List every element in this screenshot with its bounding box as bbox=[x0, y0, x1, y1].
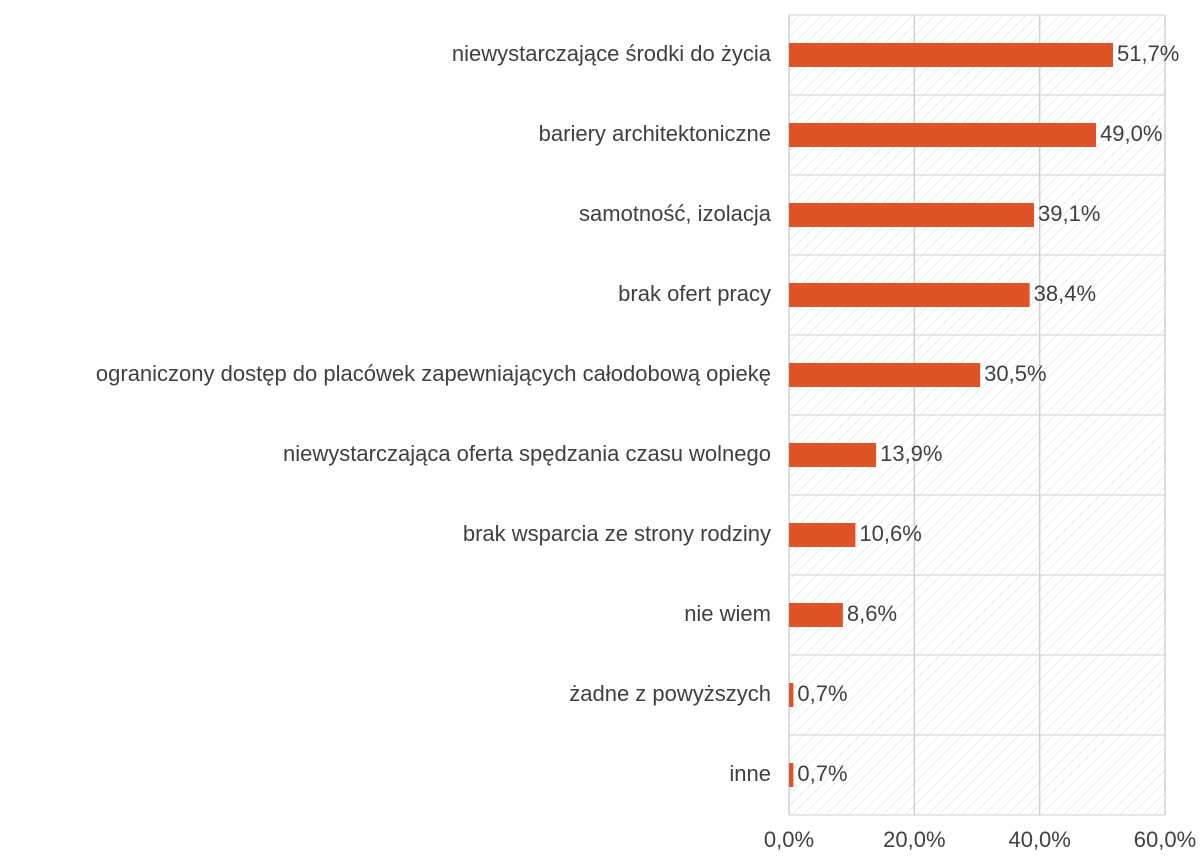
data-label: 10,6% bbox=[859, 521, 921, 546]
y-tick-label: ograniczony dostęp do placówek zapewniaj… bbox=[96, 361, 771, 386]
bar bbox=[789, 203, 1035, 227]
y-tick-label: inne bbox=[729, 761, 771, 786]
bar bbox=[789, 763, 794, 787]
y-tick-label: samotność, izolacja bbox=[579, 201, 772, 226]
bar bbox=[789, 443, 877, 467]
x-tick-label: 60,0% bbox=[1134, 827, 1196, 852]
data-label: 39,1% bbox=[1038, 201, 1100, 226]
bar bbox=[789, 363, 981, 387]
data-label: 0,7% bbox=[797, 761, 847, 786]
y-tick-label: niewystarczająca oferta spędzania czasu … bbox=[283, 441, 771, 466]
data-label: 13,9% bbox=[880, 441, 942, 466]
bar bbox=[789, 283, 1030, 307]
data-label: 8,6% bbox=[847, 601, 897, 626]
data-label: 30,5% bbox=[984, 361, 1046, 386]
data-label: 0,7% bbox=[797, 681, 847, 706]
y-tick-label: bariery architektoniczne bbox=[539, 121, 771, 146]
x-tick-label: 20,0% bbox=[883, 827, 945, 852]
y-tick-label: niewystarczające środki do życia bbox=[452, 41, 772, 66]
bar bbox=[789, 683, 794, 707]
data-label: 49,0% bbox=[1100, 121, 1162, 146]
y-tick-label: brak wsparcia ze strony rodziny bbox=[463, 521, 771, 546]
data-label: 38,4% bbox=[1034, 281, 1096, 306]
x-tick-label: 0,0% bbox=[764, 827, 814, 852]
bar bbox=[789, 523, 856, 547]
data-label: 51,7% bbox=[1117, 41, 1179, 66]
y-tick-label: nie wiem bbox=[684, 601, 771, 626]
bar bbox=[789, 603, 843, 627]
y-tick-label: brak ofert pracy bbox=[618, 281, 771, 306]
bar bbox=[789, 123, 1097, 147]
x-tick-label: 40,0% bbox=[1008, 827, 1070, 852]
y-tick-label: żadne z powyższych bbox=[569, 681, 771, 706]
bar bbox=[789, 43, 1113, 67]
